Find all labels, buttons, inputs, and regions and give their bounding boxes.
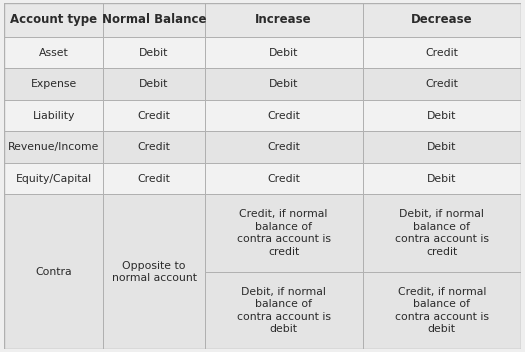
Bar xyxy=(205,37,363,68)
Text: Debit: Debit xyxy=(427,142,456,152)
Text: Credit, if normal
balance of
contra account is
credit: Credit, if normal balance of contra acco… xyxy=(237,209,331,257)
Text: Credit, if normal
balance of
contra account is
debit: Credit, if normal balance of contra acco… xyxy=(395,287,489,334)
Bar xyxy=(103,194,205,349)
Text: Credit: Credit xyxy=(267,174,300,184)
Text: Debit, if normal
balance of
contra account is
credit: Debit, if normal balance of contra accou… xyxy=(395,209,489,257)
Text: Opposite to
normal account: Opposite to normal account xyxy=(111,260,196,283)
Text: Debit: Debit xyxy=(139,79,169,89)
Bar xyxy=(103,68,205,100)
Bar xyxy=(205,131,363,163)
Bar xyxy=(103,3,205,37)
Bar xyxy=(363,100,521,131)
Bar xyxy=(205,194,363,349)
Text: Debit: Debit xyxy=(269,48,298,57)
Text: Debit: Debit xyxy=(427,174,456,184)
Text: Credit: Credit xyxy=(267,142,300,152)
Bar xyxy=(4,194,103,349)
Bar xyxy=(363,68,521,100)
Bar xyxy=(103,163,205,194)
Text: Normal Balance: Normal Balance xyxy=(102,13,206,26)
Bar xyxy=(103,131,205,163)
Text: Credit: Credit xyxy=(138,111,171,120)
Text: Credit: Credit xyxy=(425,48,458,57)
Bar xyxy=(363,163,521,194)
Bar xyxy=(205,68,363,100)
Bar xyxy=(4,131,103,163)
Text: Asset: Asset xyxy=(39,48,69,57)
Text: Credit: Credit xyxy=(267,111,300,120)
Bar xyxy=(205,3,363,37)
Text: Liability: Liability xyxy=(33,111,75,120)
Bar xyxy=(103,100,205,131)
Bar xyxy=(363,194,521,349)
Bar xyxy=(363,131,521,163)
Bar xyxy=(4,100,103,131)
Text: Account type: Account type xyxy=(10,13,97,26)
Text: Credit: Credit xyxy=(138,142,171,152)
Text: Credit: Credit xyxy=(425,79,458,89)
Text: Increase: Increase xyxy=(255,13,312,26)
Bar xyxy=(363,37,521,68)
Bar xyxy=(103,37,205,68)
Text: Expense: Expense xyxy=(30,79,77,89)
Bar xyxy=(4,68,103,100)
Text: Debit: Debit xyxy=(269,79,298,89)
Bar xyxy=(205,100,363,131)
Text: Debit, if normal
balance of
contra account is
debit: Debit, if normal balance of contra accou… xyxy=(237,287,331,334)
Text: Contra: Contra xyxy=(36,267,72,277)
Text: Decrease: Decrease xyxy=(411,13,472,26)
Bar xyxy=(363,3,521,37)
Bar xyxy=(205,163,363,194)
Bar xyxy=(4,3,103,37)
Bar xyxy=(4,163,103,194)
Text: Revenue/Income: Revenue/Income xyxy=(8,142,99,152)
Bar xyxy=(4,37,103,68)
Text: Debit: Debit xyxy=(139,48,169,57)
Text: Equity/Capital: Equity/Capital xyxy=(16,174,92,184)
Text: Debit: Debit xyxy=(427,111,456,120)
Text: Credit: Credit xyxy=(138,174,171,184)
